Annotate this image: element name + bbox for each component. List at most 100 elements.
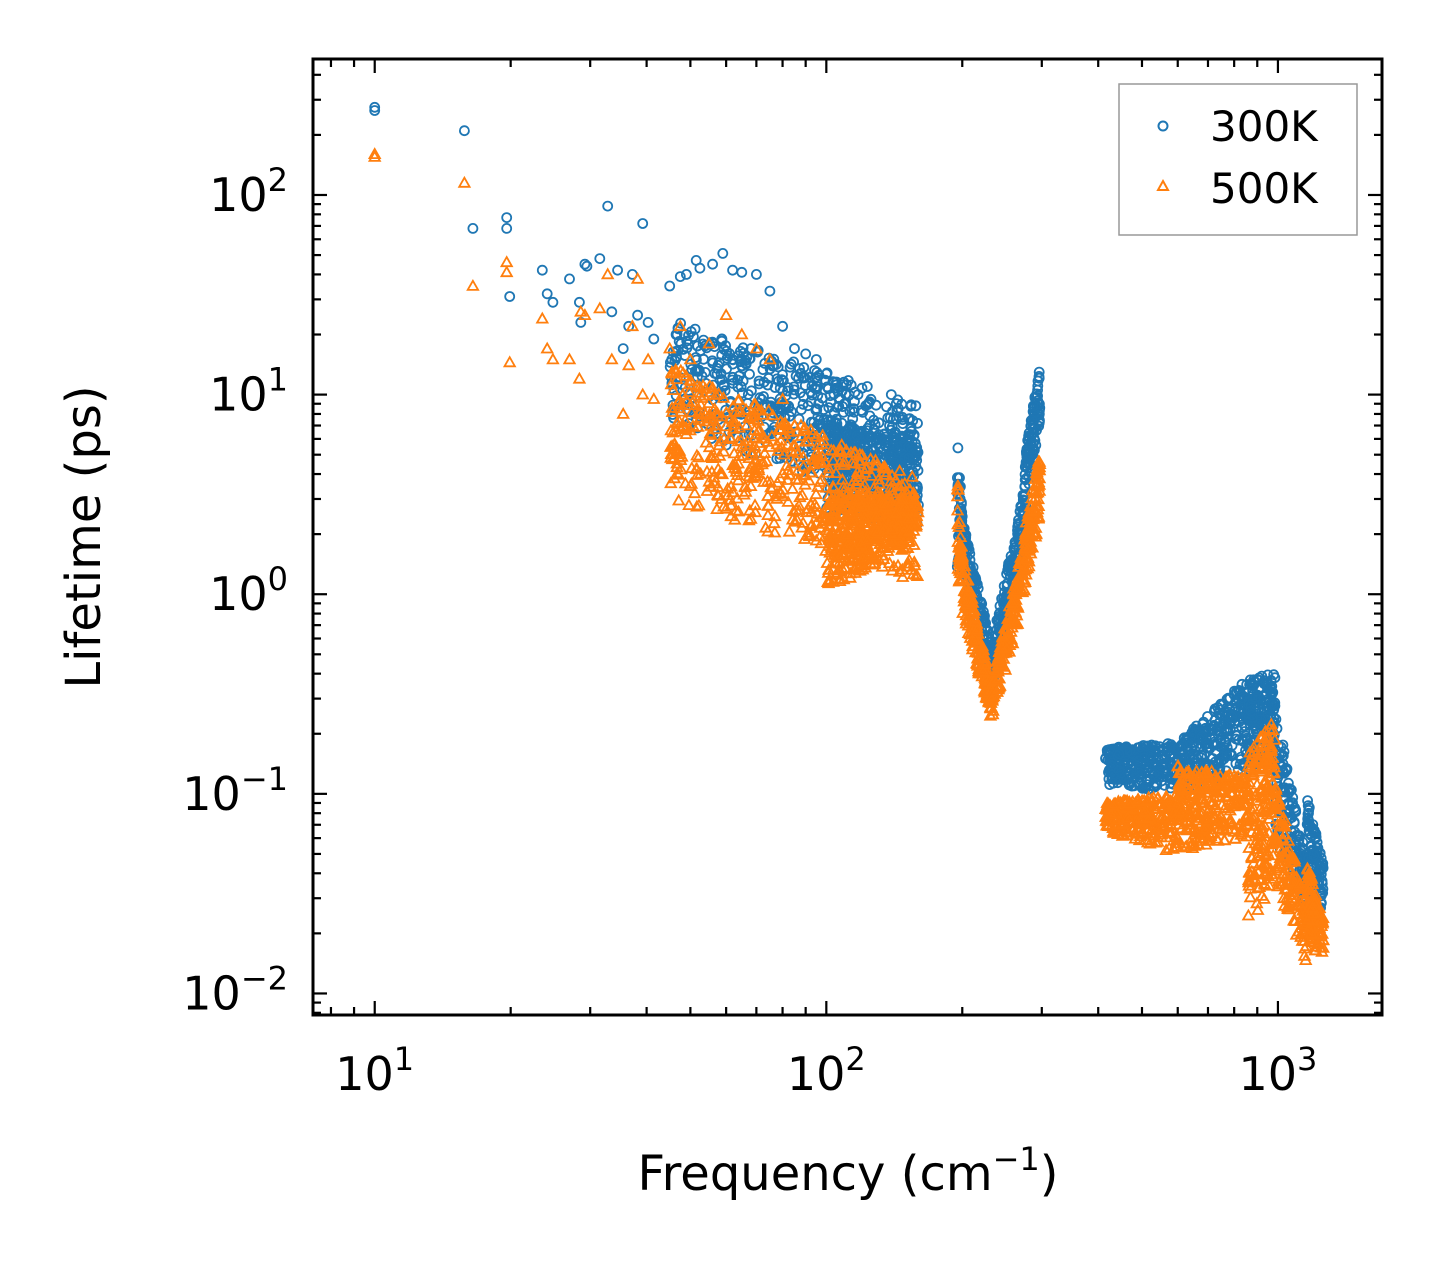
data-point-500k <box>1134 810 1148 823</box>
data-point-500k <box>1031 461 1046 474</box>
data-point-500k <box>832 512 846 525</box>
data-point-500k <box>1191 781 1206 794</box>
data-point-300k <box>467 222 479 234</box>
data-point-500k <box>809 533 824 546</box>
data-point-500k <box>802 473 816 486</box>
data-point-500k <box>1218 823 1232 836</box>
data-point-500k <box>905 469 919 482</box>
data-point-500k <box>790 424 805 437</box>
data-point-500k <box>709 422 724 435</box>
data-point-500k <box>1148 826 1162 839</box>
data-point-500k <box>863 547 878 560</box>
data-point-500k <box>724 479 738 492</box>
data-point-500k <box>747 397 761 410</box>
data-point-500k <box>986 707 1000 720</box>
data-point-500k <box>844 514 858 527</box>
data-point-500k <box>797 421 812 434</box>
data-point-300k <box>602 200 614 212</box>
data-point-500k <box>695 391 709 403</box>
data-point-500k <box>1211 833 1225 846</box>
data-point-500k <box>1244 813 1259 825</box>
data-point-500k <box>782 467 797 480</box>
data-point-500k <box>670 372 684 385</box>
data-point-500k <box>735 439 749 452</box>
data-point-500k <box>816 510 830 523</box>
data-point-300k <box>1196 730 1208 742</box>
data-point-500k <box>866 498 880 511</box>
data-point-300k <box>746 385 757 397</box>
data-point-500k <box>773 471 787 484</box>
data-point-500k <box>764 482 779 495</box>
data-point-500k <box>847 500 861 513</box>
data-point-300k <box>1144 775 1156 786</box>
data-point-500k <box>804 504 819 517</box>
data-point-500k <box>877 459 892 472</box>
data-point-500k <box>726 458 740 471</box>
data-point-500k <box>546 352 560 365</box>
data-point-500k <box>1250 777 1264 790</box>
data-point-500k <box>961 601 976 614</box>
data-point-500k <box>1262 811 1276 824</box>
data-point-500k <box>1009 584 1024 597</box>
data-point-500k <box>955 549 969 561</box>
data-point-500k <box>869 509 883 522</box>
data-point-500k <box>1138 832 1153 845</box>
data-point-500k <box>705 380 720 393</box>
data-point-500k <box>846 504 860 517</box>
data-point-500k <box>757 431 772 444</box>
data-point-300k <box>736 266 748 278</box>
data-point-500k <box>770 437 784 450</box>
data-point-500k <box>788 514 802 527</box>
data-point-500k <box>1268 786 1283 799</box>
data-point-500k <box>850 492 865 505</box>
data-point-500k <box>841 527 855 540</box>
data-point-300k <box>1250 692 1261 703</box>
data-point-500k <box>805 465 819 478</box>
data-point-300k <box>606 306 618 318</box>
data-point-500k <box>1229 774 1244 787</box>
data-point-300k <box>903 452 915 464</box>
data-point-500k <box>671 493 686 506</box>
data-point-500k <box>1029 486 1044 499</box>
data-point-500k <box>719 405 734 418</box>
data-point-500k <box>1184 837 1199 849</box>
data-point-300k <box>1012 524 1023 536</box>
data-point-500k <box>792 498 806 511</box>
data-point-500k <box>735 327 749 340</box>
data-point-300k <box>664 280 676 292</box>
data-point-500k <box>1108 796 1123 809</box>
data-point-300k <box>823 423 834 435</box>
data-point-300k <box>612 264 623 276</box>
data-point-300k <box>1031 388 1043 400</box>
data-point-300k <box>632 309 643 321</box>
data-point-500k <box>1242 788 1256 801</box>
data-point-500k <box>1172 804 1187 817</box>
data-point-500k <box>748 468 763 481</box>
data-point-500k <box>593 301 607 314</box>
data-point-500k <box>748 505 763 518</box>
data-point-300k <box>536 264 548 276</box>
data-point-500k <box>1217 833 1232 846</box>
data-point-500k <box>856 552 870 564</box>
data-point-300k <box>1134 741 1146 753</box>
data-point-300k <box>789 343 800 355</box>
data-point-500k <box>873 544 888 557</box>
data-point-500k <box>717 444 731 457</box>
data-point-300k <box>541 288 553 300</box>
data-point-500k <box>972 635 986 648</box>
data-point-500k <box>765 429 779 442</box>
data-point-300k <box>1217 751 1228 763</box>
data-point-500k <box>811 438 825 450</box>
data-point-500k <box>830 547 844 560</box>
data-point-500k <box>974 646 989 659</box>
data-point-500k <box>840 553 855 565</box>
data-point-500k <box>665 400 679 413</box>
data-point-300k <box>811 371 822 383</box>
data-point-500k <box>858 465 872 478</box>
data-point-300k <box>1204 743 1216 754</box>
data-point-500k <box>1141 822 1156 835</box>
data-point-300k <box>1277 739 1289 751</box>
data-point-300k <box>798 362 810 373</box>
data-point-500k <box>780 437 795 450</box>
data-point-300k <box>675 338 687 350</box>
